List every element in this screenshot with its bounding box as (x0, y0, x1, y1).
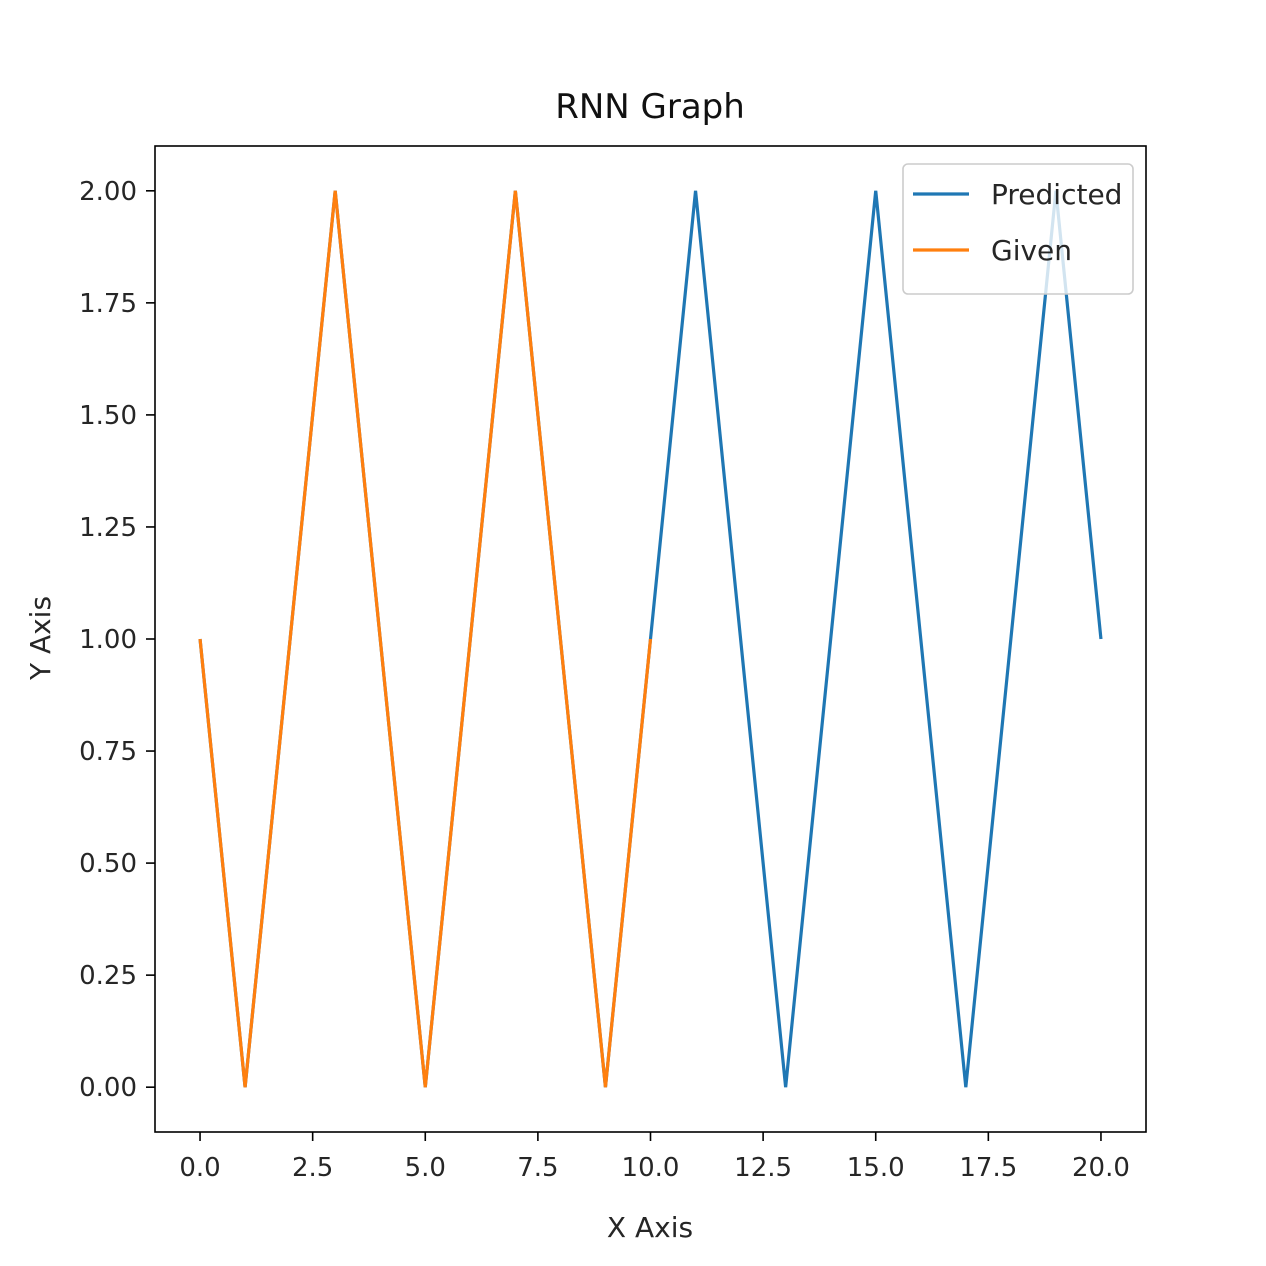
y-tick-label: 0.75 (79, 737, 137, 767)
x-tick-label: 7.5 (517, 1153, 558, 1183)
legend-label-given: Given (991, 234, 1072, 267)
x-tick-label: 0.0 (179, 1153, 220, 1183)
y-axis-label: Y Axis (24, 596, 57, 681)
x-tick-label: 20.0 (1072, 1153, 1130, 1183)
x-tick-label: 15.0 (847, 1153, 905, 1183)
legend-label-predicted: Predicted (991, 178, 1122, 211)
x-tick-label: 10.0 (622, 1153, 680, 1183)
y-tick-label: 0.00 (79, 1073, 137, 1103)
legend: Predicted Given (902, 163, 1134, 295)
y-tick-label: 1.00 (79, 625, 137, 655)
x-axis-label: X Axis (607, 1211, 693, 1244)
series-line-given (198, 190, 653, 1088)
x-tick-label: 17.5 (959, 1153, 1017, 1183)
plot-area: 0.0 2.5 5.0 7.5 10.0 12.5 15.0 17.5 20.0 0.00 0.25… (79, 145, 1147, 1183)
x-tick-label: 2.5 (292, 1153, 333, 1183)
y-tick-label: 1.50 (79, 401, 137, 431)
y-tick-label: 1.25 (79, 513, 137, 543)
x-tick-label: 5.0 (405, 1153, 446, 1183)
y-tick-label: 1.75 (79, 289, 137, 319)
chart-title: RNN Graph (555, 87, 745, 127)
legend-box (902, 163, 1134, 295)
y-tick-label: 0.25 (79, 961, 137, 991)
x-tick-label: 12.5 (734, 1153, 792, 1183)
y-tick-label: 0.50 (79, 849, 137, 879)
y-tick-label: 2.00 (79, 177, 137, 207)
